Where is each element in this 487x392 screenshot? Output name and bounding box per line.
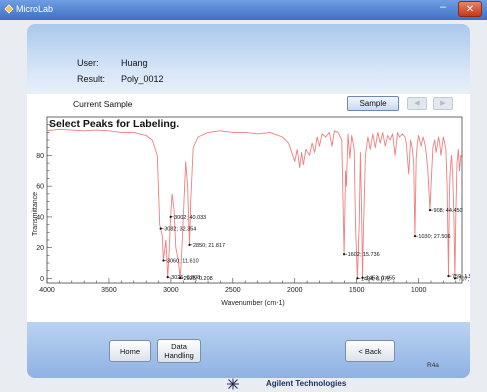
- axis-ticks: 4000 3500 3000 2500 2000 1500 1000 0 20 40 60 80: [36, 153, 426, 294]
- window-titlebar: MicroLab – ✕: [0, 0, 487, 20]
- previous-sample-button[interactable]: ◀: [407, 97, 427, 110]
- spectrum-line: [46, 128, 463, 279]
- minimize-button[interactable]: –: [439, 1, 447, 13]
- result-value: Poly_0012: [121, 74, 164, 84]
- current-sample-label: Current Sample: [73, 99, 133, 109]
- peak-label: 3026; 0.808: [171, 275, 200, 281]
- brand-name: Agilent Technologies: [266, 379, 347, 388]
- y-tick-label: 60: [36, 184, 44, 191]
- peak-label: 3082; 32.354: [164, 227, 196, 233]
- agilent-spark-icon: [227, 378, 239, 390]
- peak-marker: [179, 276, 182, 280]
- peak-label: 2850; 21.817: [193, 243, 225, 249]
- x-tick-label: 1500: [349, 287, 365, 294]
- user-value: Huang: [121, 58, 148, 68]
- close-button[interactable]: ✕: [458, 1, 482, 17]
- brand-footer: Agilent Technologies: [226, 377, 386, 391]
- home-button[interactable]: Home: [109, 340, 151, 362]
- screen-code: R4a: [427, 362, 439, 369]
- sample-bar: Current Sample Sample ◀ ▶: [27, 94, 470, 114]
- spectrum-plot-panel: Select Peaks for Labeling. 4000 3500 3000 2…: [27, 114, 470, 322]
- footer-panel: Home Data Handling < Back R4a: [27, 322, 470, 378]
- y-axis-label: Transmittance: [32, 192, 39, 236]
- y-tick-label: 80: [36, 153, 44, 160]
- header-panel: User: Huang Result: Poly_0012: [27, 24, 470, 94]
- microlab-app-icon: [4, 4, 14, 14]
- chart-title: Select Peaks for Labeling.: [49, 118, 179, 130]
- x-axis-label: Wavenumber (cm-1): [221, 300, 285, 307]
- peak-label: 1494; 0.072: [361, 276, 390, 282]
- x-tick-label: 2500: [225, 287, 241, 294]
- spectrum-chart[interactable]: Select Peaks for Labeling. 4000 3500 3000 2…: [27, 114, 470, 322]
- x-tick-label: 2000: [287, 287, 303, 294]
- peak-label: 3060; 11.610: [167, 259, 199, 265]
- x-tick-label: 4000: [39, 287, 55, 294]
- peak-label: 1602; 15.736: [348, 252, 380, 258]
- x-tick-label: 3000: [163, 287, 179, 294]
- y-tick-label: 20: [36, 245, 44, 252]
- y-tick-label: 40: [36, 214, 44, 221]
- peak-marker: [188, 243, 191, 246]
- y-tick-label: 0: [40, 276, 44, 283]
- x-tick-label: 3500: [101, 287, 117, 294]
- peak-label: 1453; 0.455: [366, 276, 395, 282]
- next-sample-button[interactable]: ▶: [433, 97, 453, 110]
- peak-label: 3002; 40.033: [174, 215, 206, 221]
- peak-label: 908; 44.450: [434, 208, 463, 214]
- x-tick-label: 1000: [411, 287, 427, 294]
- result-label: Result:: [77, 74, 106, 84]
- plot-border: [46, 116, 463, 284]
- back-button[interactable]: < Back: [345, 340, 395, 362]
- peak-label: 707; 0.003: [458, 276, 470, 282]
- peak-label: 1030; 27.506: [418, 234, 450, 240]
- user-label: User:: [77, 58, 99, 68]
- peak-label: 2925; 0.208: [184, 276, 213, 282]
- data-handling-button[interactable]: Data Handling: [157, 339, 201, 363]
- window-title: MicroLab: [16, 4, 54, 14]
- peak-label: 759; 1.501: [452, 274, 470, 280]
- sample-button[interactable]: Sample: [347, 96, 399, 111]
- plot-frame: [46, 116, 463, 284]
